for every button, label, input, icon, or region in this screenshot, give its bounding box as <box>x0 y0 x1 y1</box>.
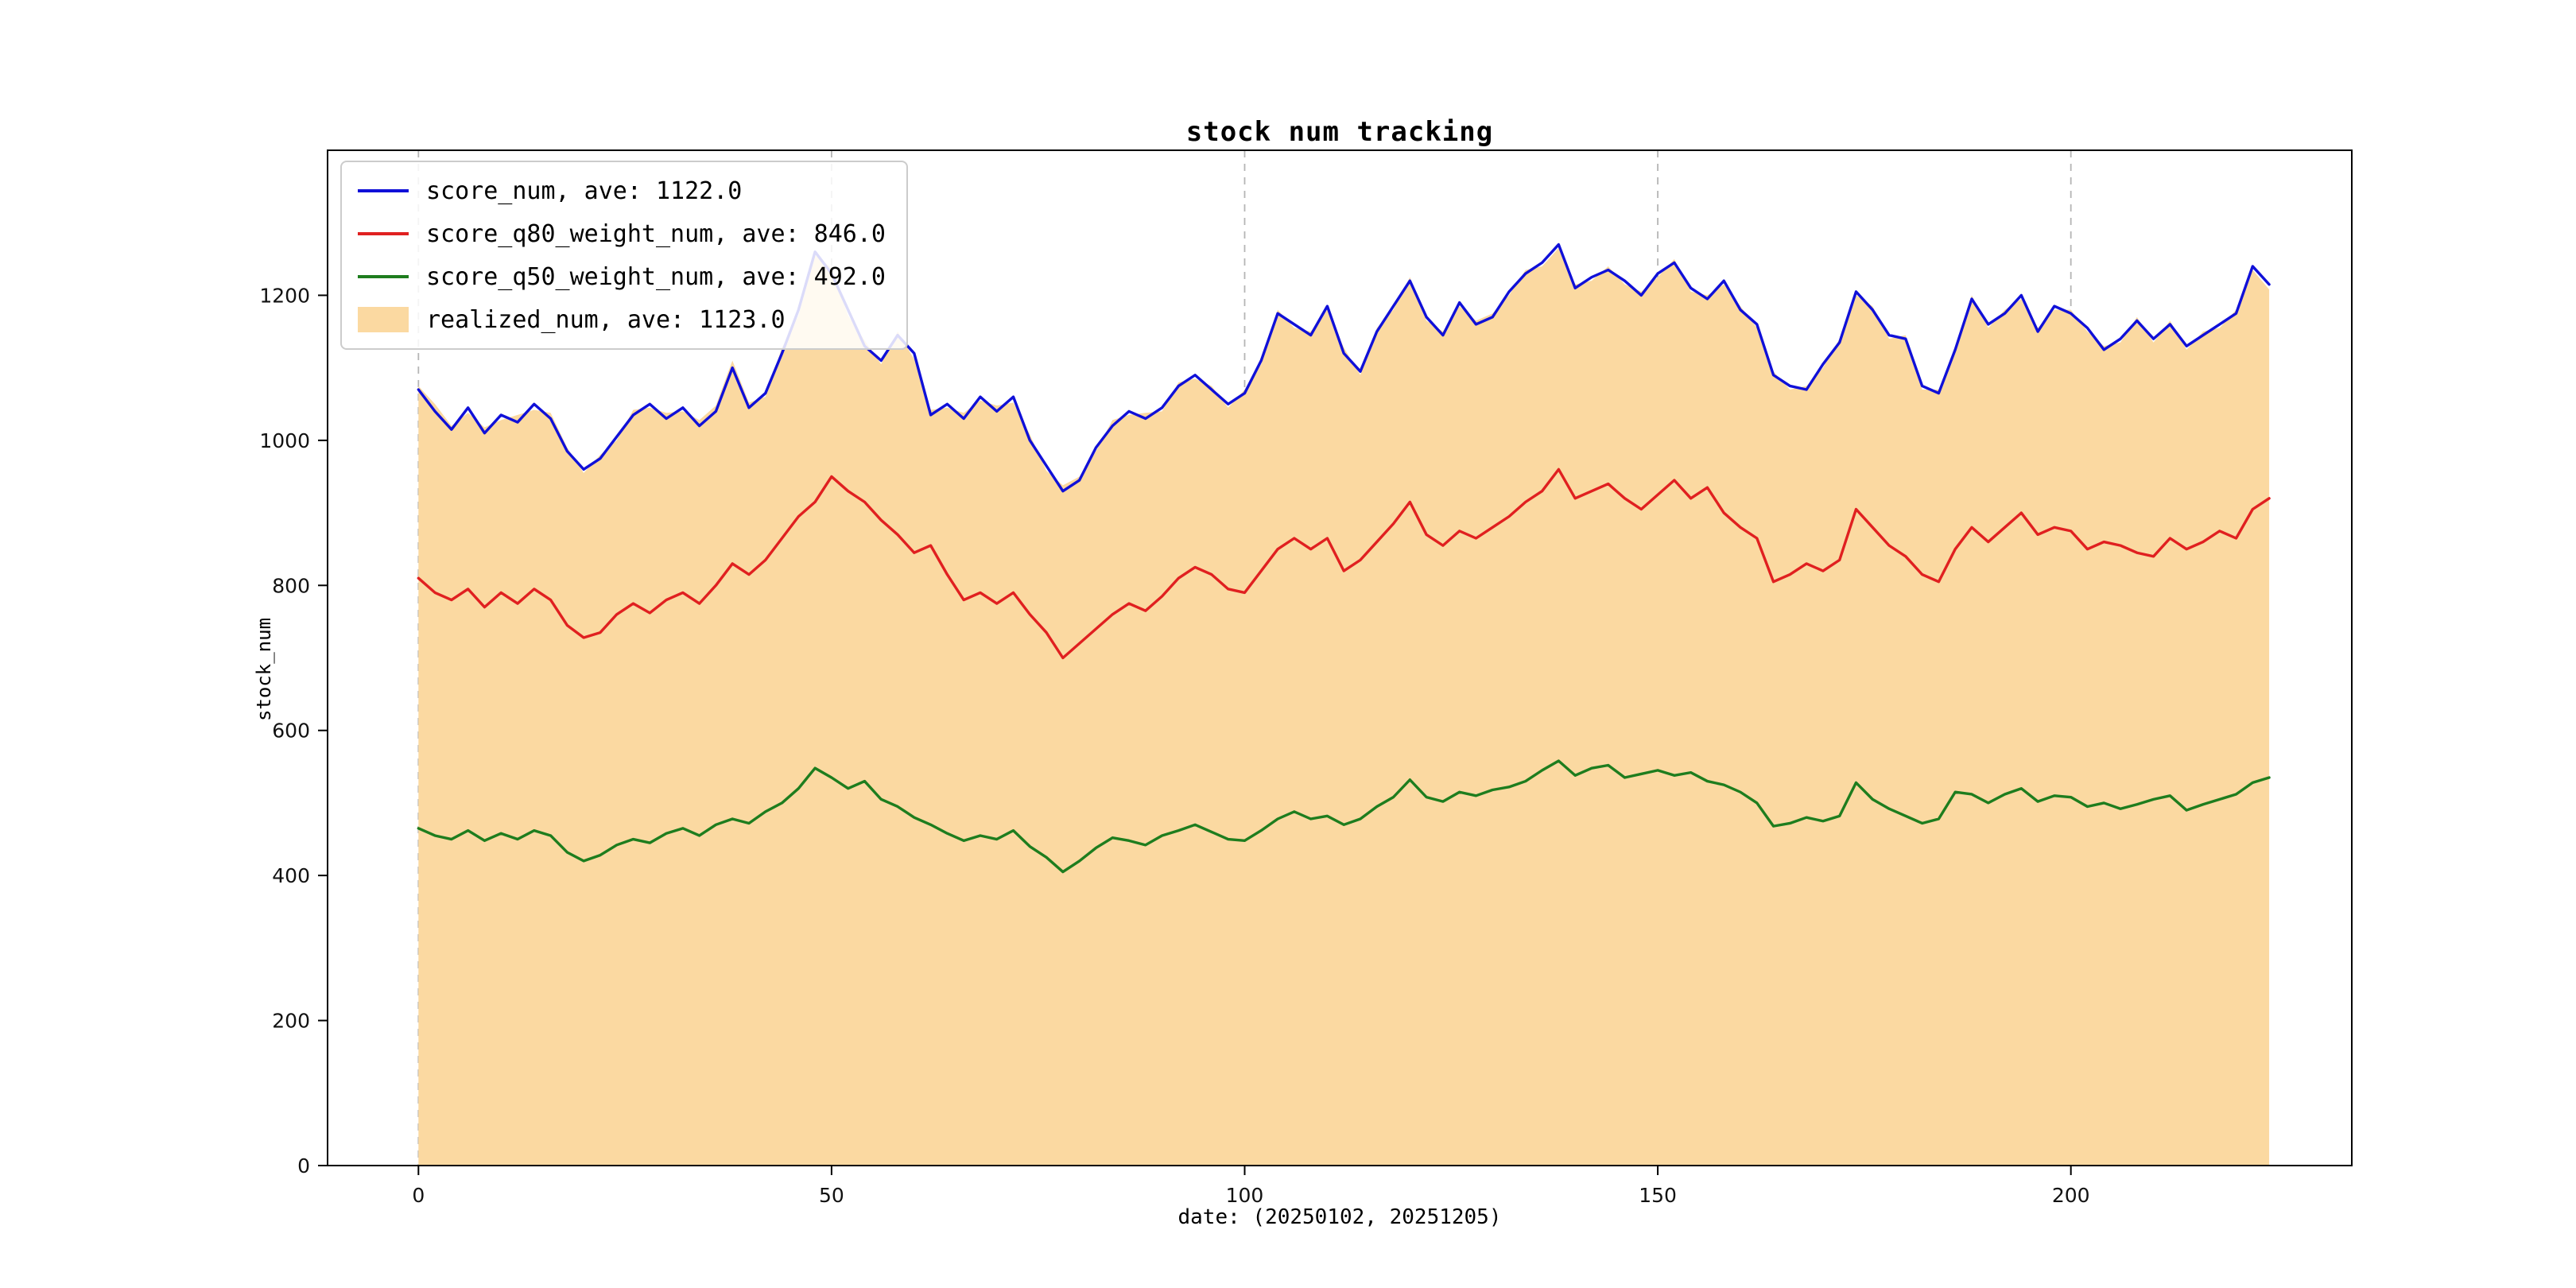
chart-title: stock num tracking <box>1185 116 1494 148</box>
x-tick-label: 100 <box>1226 1184 1264 1207</box>
legend-label: score_q80_weight_num, ave: 846.0 <box>426 219 886 248</box>
legend-area-swatch-orange <box>358 307 409 332</box>
area-series <box>418 248 2270 1166</box>
line-series <box>417 242 2271 493</box>
legend-line-swatch-green <box>358 275 409 278</box>
x-tick-label: 150 <box>1639 1184 1677 1207</box>
x-tick-label: 50 <box>819 1184 844 1207</box>
y-tick-label: 200 <box>272 1010 310 1033</box>
legend-item-score-q80: score_q80_weight_num, ave: 846.0 <box>358 216 886 251</box>
line-series <box>417 759 2271 874</box>
legend-line-swatch-blue <box>358 189 409 192</box>
y-axis-label: stock_num <box>253 617 275 722</box>
legend-label: score_num, ave: 1122.0 <box>426 177 743 205</box>
x-tick-label: 200 <box>2052 1184 2090 1207</box>
y-tick-label: 400 <box>272 864 310 887</box>
y-tick-label: 600 <box>272 720 310 743</box>
x-tick-label: 0 <box>412 1184 425 1207</box>
y-tick-label: 1000 <box>259 429 310 452</box>
legend: score_num, ave: 1122.0 score_q80_weight_… <box>340 161 908 350</box>
x-axis-label: date: (20250102, 20251205) <box>1177 1205 1502 1229</box>
legend-label: score_q50_weight_num, ave: 492.0 <box>426 262 886 291</box>
y-tick-label: 800 <box>272 574 310 597</box>
plot-frame <box>327 149 2353 1166</box>
y-tick-label: 0 <box>297 1154 310 1177</box>
legend-item-score-q50: score_q50_weight_num, ave: 492.0 <box>358 259 886 294</box>
legend-item-score-num: score_num, ave: 1122.0 <box>358 173 886 208</box>
legend-line-swatch-red <box>358 232 409 235</box>
line-series <box>417 467 2271 660</box>
legend-item-realized: realized_num, ave: 1123.0 <box>358 302 886 337</box>
legend-label: realized_num, ave: 1123.0 <box>426 305 786 334</box>
y-tick-label: 1200 <box>259 284 310 307</box>
